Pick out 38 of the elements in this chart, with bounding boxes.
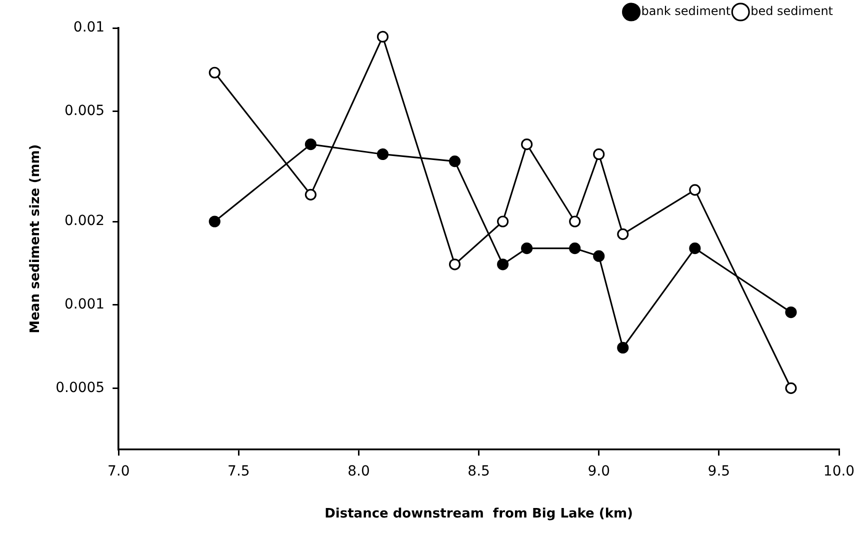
y-tick-label: 0.001 [64, 296, 105, 312]
point [689, 242, 701, 254]
y-tick-label: 0.0005 [56, 380, 105, 396]
point [593, 148, 605, 160]
point [521, 138, 533, 150]
x-tick-label: 7.5 [228, 464, 250, 480]
point [304, 138, 316, 150]
point [617, 228, 629, 240]
y-tick-label: 0.01 [73, 20, 105, 36]
x-tick-label: 8.0 [348, 464, 370, 480]
point [569, 242, 581, 254]
x-tick-label: 8.5 [468, 464, 490, 480]
point [448, 155, 461, 168]
point [497, 216, 509, 228]
x-tick-label: 9.5 [708, 464, 730, 480]
point [521, 242, 533, 254]
y-axis-title: Mean sediment size (mm) [28, 144, 44, 334]
point [208, 66, 220, 78]
point [497, 258, 509, 270]
point [617, 342, 629, 354]
x-axis-title: Distance downstream from Big Lake (km) [324, 506, 633, 522]
point [304, 188, 316, 200]
y-tick-label: 0.002 [64, 213, 105, 230]
point [569, 216, 581, 228]
y-tick-label: 0.005 [64, 102, 105, 119]
x-tick-label: 7.0 [107, 464, 130, 480]
x-tick-label: 9.0 [588, 464, 610, 480]
x-tick-label: 10.0 [823, 464, 855, 480]
point [376, 148, 389, 160]
legend-label: bed sediment [750, 4, 834, 18]
point [376, 30, 389, 43]
point [448, 258, 461, 270]
point [785, 382, 797, 394]
point [593, 250, 605, 262]
point [689, 184, 701, 196]
point [785, 306, 797, 318]
point [208, 216, 220, 228]
legend-label: bank sediment [641, 4, 731, 18]
